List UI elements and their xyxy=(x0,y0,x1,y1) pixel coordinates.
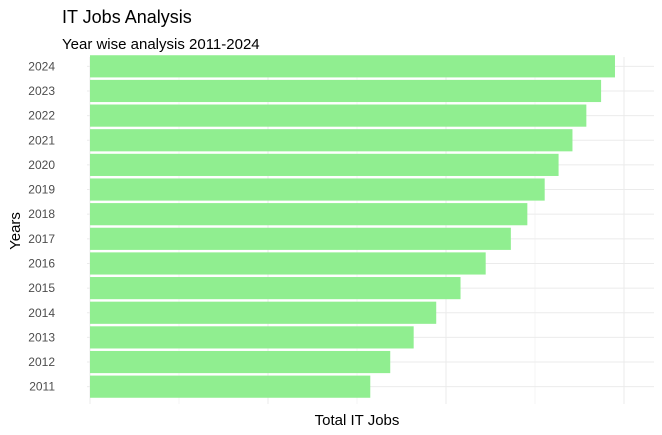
bar-2018 xyxy=(90,203,528,226)
bar-2023 xyxy=(90,79,602,103)
y-tick-label: 2018 xyxy=(28,207,55,221)
bar-2017 xyxy=(90,227,511,250)
y-tick-label: 2023 xyxy=(28,84,55,98)
y-tick-label: 2013 xyxy=(28,330,55,344)
bar-2013 xyxy=(90,326,414,349)
bar-2011 xyxy=(90,375,371,398)
y-tick-label: 2011 xyxy=(29,380,55,394)
bar-2020 xyxy=(90,153,559,176)
y-tick-label: 2015 xyxy=(28,281,55,295)
y-tick-label: 2014 xyxy=(28,306,55,320)
y-tick-label: 2024 xyxy=(28,59,55,73)
x-axis-title: Total IT Jobs xyxy=(315,412,400,429)
chart-subtitle: Year wise analysis 2011-2024 xyxy=(62,36,260,53)
bar-2024 xyxy=(90,55,615,78)
y-tick-label: 2022 xyxy=(28,109,55,123)
y-tick-label: 2016 xyxy=(28,256,55,270)
y-axis-title: Years xyxy=(7,212,24,250)
y-tick-label: 2019 xyxy=(28,183,55,197)
bar-2015 xyxy=(90,277,461,300)
bar-2021 xyxy=(90,129,573,152)
bars xyxy=(90,55,615,398)
y-tick-label: 2021 xyxy=(28,133,55,147)
bar-2022 xyxy=(90,104,587,127)
y-tick-label: 2017 xyxy=(28,232,55,246)
bar-2012 xyxy=(90,350,391,374)
y-tick-label: 2020 xyxy=(28,158,55,172)
chart-title: IT Jobs Analysis xyxy=(62,7,192,27)
bar-2019 xyxy=(90,178,545,201)
y-tick-labels: 2011 2012 2013 2014 2015 2016 2017 2018 2019 2020… xyxy=(28,59,55,393)
bar-2014 xyxy=(90,301,437,324)
bar-2016 xyxy=(90,252,486,275)
y-tick-label: 2012 xyxy=(28,355,55,369)
